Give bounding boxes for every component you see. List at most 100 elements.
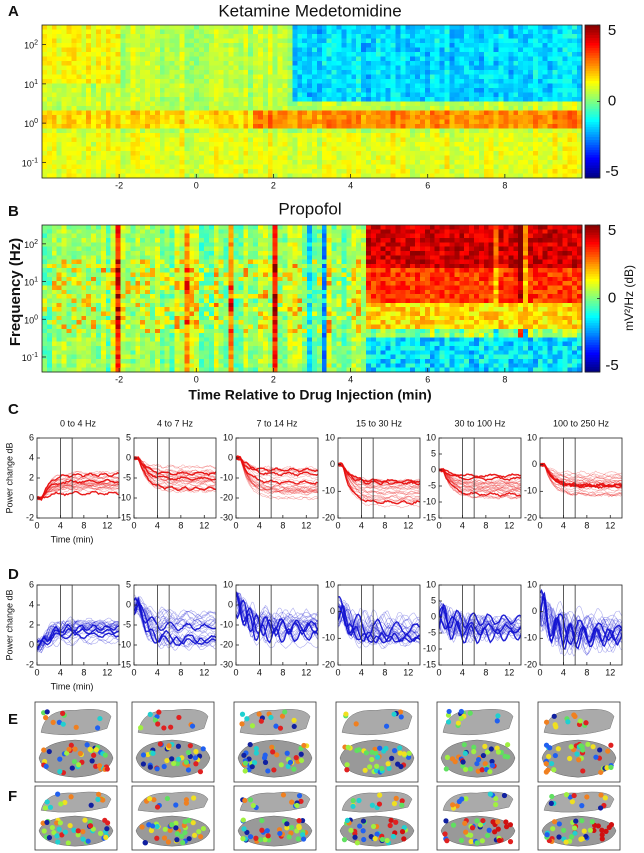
- colorbar-cell: [585, 60, 600, 64]
- heatmap-cell: [199, 302, 205, 308]
- heatmap-cell: [140, 25, 146, 31]
- heatmap-cell: [184, 237, 190, 243]
- heatmap-cell: [159, 328, 166, 334]
- heatmap-cell: [159, 268, 166, 274]
- heatmap-cell: [56, 307, 63, 313]
- heatmap-cell: [154, 320, 161, 326]
- heatmap-cell: [110, 65, 117, 71]
- heatmap-cell: [307, 38, 313, 44]
- heatmap-cell: [385, 29, 392, 35]
- heatmap-cell: [523, 70, 529, 76]
- heatmap-cell: [459, 43, 465, 49]
- heatmap-cell: [184, 169, 190, 175]
- heatmap-cell: [86, 272, 92, 278]
- heatmap-cell: [164, 350, 171, 356]
- heatmap-cell: [415, 83, 421, 89]
- heatmap-cell: [71, 61, 77, 67]
- heatmap-cell: [140, 350, 146, 356]
- heatmap-cell: [189, 289, 195, 295]
- heatmap-cell: [336, 151, 343, 157]
- heatmap-cell: [91, 307, 97, 313]
- heatmap-cell: [523, 155, 529, 161]
- heatmap-cell: [66, 83, 73, 89]
- heatmap-cell: [253, 83, 259, 89]
- heatmap-cell: [91, 354, 97, 360]
- heatmap-cell: [140, 341, 146, 347]
- heatmap-cell: [110, 302, 117, 308]
- heatmap-cell: [336, 65, 343, 71]
- heatmap-cell: [400, 128, 406, 134]
- heatmap-cell: [356, 160, 362, 166]
- heatmap-cell: [577, 65, 583, 71]
- heatmap-cell: [140, 52, 146, 58]
- heatmap-cell: [341, 110, 347, 116]
- heatmap-cell: [395, 137, 401, 143]
- heatmap-cell: [184, 29, 190, 35]
- heatmap-cell: [253, 34, 259, 40]
- heatmap-cell: [287, 88, 293, 94]
- heatmap-cell: [115, 160, 122, 166]
- heatmap-cell: [410, 101, 416, 107]
- heatmap-cell: [277, 61, 284, 67]
- heatmap-cell: [71, 56, 77, 62]
- heatmap-cell: [267, 25, 274, 31]
- heatmap-cell: [351, 47, 357, 53]
- heatmap-cell: [562, 56, 568, 62]
- heatmap-cell: [478, 97, 485, 103]
- heatmap-cell: [125, 88, 131, 94]
- heatmap-cell: [262, 173, 269, 179]
- heatmap-cell: [415, 101, 421, 107]
- heatmap-cell: [169, 341, 176, 347]
- heatmap-cell: [110, 354, 117, 360]
- heatmap-cell: [159, 65, 166, 71]
- heatmap-cell: [454, 173, 460, 179]
- heatmap-cell: [189, 142, 195, 148]
- heatmap-cell: [223, 151, 230, 157]
- heatmap-cell: [312, 110, 318, 116]
- heatmap-cell: [302, 155, 308, 161]
- colorbar-cell: [585, 55, 600, 59]
- heatmap-cell: [429, 56, 436, 62]
- heatmap-cell: [400, 34, 406, 40]
- heatmap-cell: [204, 74, 210, 80]
- heatmap-cell: [46, 65, 53, 71]
- heatmap-cell: [91, 337, 97, 343]
- heatmap-cell: [199, 133, 205, 139]
- heatmap-cell: [125, 151, 131, 157]
- heatmap-cell: [336, 43, 343, 49]
- heatmap-cell: [356, 155, 362, 161]
- heatmap-cell: [100, 242, 107, 248]
- heatmap-cell: [81, 61, 87, 67]
- heatmap-cell: [464, 83, 470, 89]
- heatmap-cell: [532, 146, 539, 152]
- heatmap-cell: [199, 276, 205, 282]
- heatmap-cell: [380, 88, 387, 94]
- heatmap-cell: [189, 65, 195, 71]
- heatmap-cell: [115, 155, 122, 161]
- heatmap-cell: [125, 346, 131, 351]
- heatmap-cell: [135, 146, 141, 152]
- heatmap-cell: [488, 124, 495, 130]
- heatmap-cell: [199, 142, 205, 148]
- heatmap-cell: [493, 47, 500, 53]
- heatmap-cell: [110, 106, 117, 112]
- heatmap-cell: [223, 52, 230, 58]
- heatmap-cell: [81, 233, 87, 239]
- heatmap-cell: [395, 34, 401, 40]
- heatmap-cell: [81, 311, 87, 317]
- heatmap-cell: [385, 173, 392, 179]
- heatmap-cell: [464, 133, 470, 139]
- heatmap-cell: [179, 88, 185, 94]
- heatmap-cell: [179, 151, 185, 157]
- heatmap-cell: [321, 34, 328, 40]
- heatmap-cell: [307, 155, 313, 161]
- heatmap-cell: [228, 38, 235, 44]
- heatmap-cell: [405, 92, 411, 98]
- heatmap-cell: [331, 155, 338, 161]
- heatmap-cell: [537, 25, 544, 31]
- heatmap-cell: [46, 29, 53, 35]
- heatmap-cell: [115, 164, 122, 170]
- heatmap-cell: [169, 47, 176, 53]
- heatmap-cell: [61, 137, 68, 143]
- heatmap-cell: [415, 151, 421, 157]
